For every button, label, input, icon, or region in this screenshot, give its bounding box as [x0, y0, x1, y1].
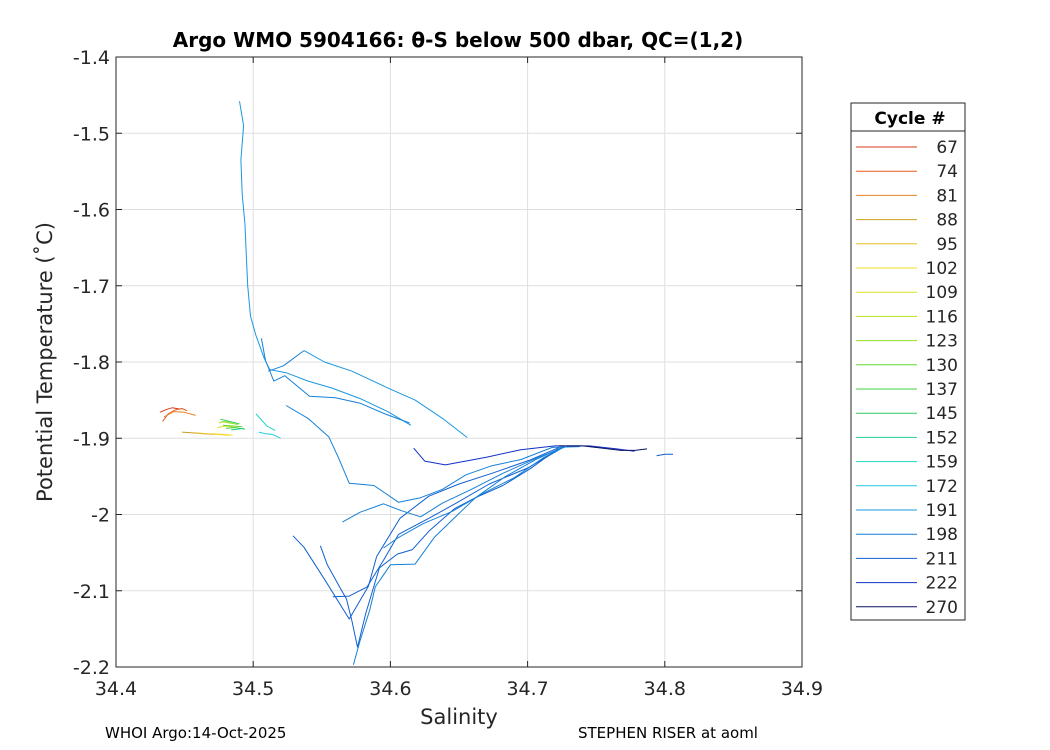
legend-label: 74	[936, 162, 958, 182]
series-line-cycle-198	[285, 405, 580, 503]
footer-right-text: STEPHEN RISER at aoml	[578, 724, 758, 742]
legend-label: 116	[926, 307, 958, 327]
legend-label: 152	[926, 428, 958, 448]
chart-title: Argo WMO 5904166: θ-S below 500 dbar, QC…	[173, 28, 743, 52]
series-line-extra	[319, 448, 559, 648]
axis-ticks: 34.4 34.5 34.6 34.7 34.8 34.9 -2.2 -2.1 -2 -1.9 -1…	[73, 47, 823, 700]
legend-label: 109	[926, 283, 958, 303]
series-line-extra	[260, 338, 410, 424]
y-tick-label: -1.7	[73, 276, 110, 298]
series-line-cycle-67	[159, 407, 181, 413]
series-line-cycle-211	[292, 446, 560, 620]
y-tick-label: -1.8	[73, 352, 110, 374]
legend-label: 130	[926, 356, 958, 376]
series-line-cycle-222	[413, 445, 635, 466]
x-tick-label: 34.5	[232, 678, 274, 700]
series-line-cycle-130	[222, 424, 243, 428]
footer-left-text: WHOI Argo:14-Oct-2025	[105, 724, 287, 742]
y-axis-label: Potential Temperature (˚C)	[33, 222, 57, 502]
y-tick-label: -1.4	[73, 47, 110, 69]
legend-label: 102	[926, 259, 958, 279]
y-tick-label: -2	[91, 505, 110, 527]
y-tick-label: -2.2	[73, 657, 110, 679]
legend-label: 95	[936, 235, 958, 255]
series-line-extra	[342, 446, 567, 523]
series-line-cycle-145	[220, 418, 240, 425]
series-line-extra	[268, 350, 305, 372]
legend-label: 222	[926, 574, 958, 594]
y-tick-label: -1.5	[73, 123, 110, 145]
legend-label: 145	[926, 404, 958, 424]
y-tick-label: -2.1	[73, 581, 110, 603]
series-line-cycle-191	[239, 101, 412, 426]
series-line-extra	[303, 350, 468, 438]
legend-label: 159	[926, 453, 958, 473]
series-line-extra	[352, 446, 563, 665]
x-tick-label: 34.6	[369, 678, 411, 700]
legend-label: 211	[926, 549, 958, 569]
series-line-cycle-102	[211, 433, 233, 436]
legend-label: 88	[936, 211, 958, 231]
series-line-cycle-172	[258, 431, 281, 439]
x-tick-label: 34.7	[506, 678, 548, 700]
x-tick-label: 34.8	[644, 678, 686, 700]
series-layer	[159, 101, 673, 665]
x-tick-label: 34.4	[95, 678, 137, 700]
series-line-cycle-270	[559, 445, 648, 451]
series-line-cycle-74	[162, 408, 188, 422]
grid-lines	[116, 57, 802, 667]
legend: Cycle # 67 74 81 88 95 102 109 116 123 130 137 145 1…	[850, 102, 966, 621]
legend-label: 123	[926, 332, 958, 352]
legend-label: 198	[926, 525, 958, 545]
legend-label: 67	[936, 138, 958, 158]
legend-label: 137	[926, 380, 958, 400]
legend-items: 67 74 81 88 95 102 109 116 123 130 137 145 152 159 172…	[856, 138, 958, 618]
series-line-extra	[656, 453, 673, 457]
legend-label: 172	[926, 477, 958, 497]
series-line-extra	[383, 445, 567, 549]
x-tick-label: 34.9	[781, 678, 823, 700]
series-line-cycle-159	[255, 413, 276, 432]
legend-label: 270	[926, 598, 958, 618]
series-line-cycle-81	[163, 411, 196, 418]
y-tick-label: -1.9	[73, 428, 110, 450]
x-axis-label: Salinity	[420, 705, 498, 729]
legend-label: 81	[936, 186, 958, 206]
legend-label: 191	[926, 501, 958, 521]
series-line-cycle-123	[221, 421, 239, 425]
series-line-extra	[332, 448, 561, 598]
legend-title: Cycle #	[874, 109, 945, 129]
y-tick-label: -1.6	[73, 200, 110, 222]
series-line-cycle-152	[231, 427, 244, 431]
